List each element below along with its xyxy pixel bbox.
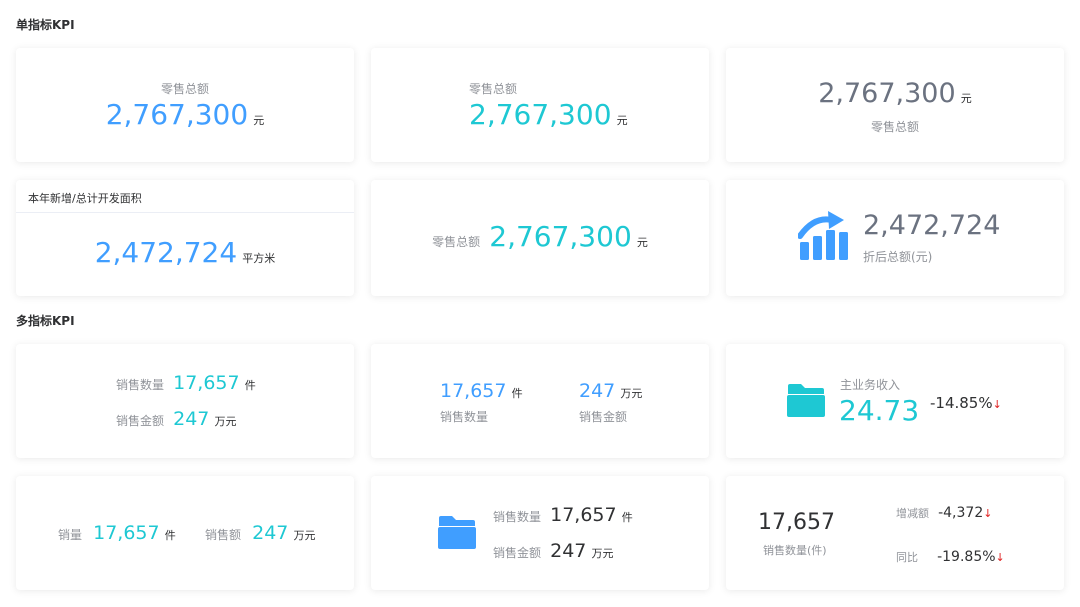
kpi-unit: 件 xyxy=(511,387,523,400)
kpi-unit: 件 xyxy=(164,529,176,542)
kpi-value: 17,657 xyxy=(173,372,240,394)
kpi-label: 零售总额 xyxy=(432,235,481,249)
down-arrow-icon: ↓ xyxy=(992,398,1002,411)
kpi-row-diff: 增减额 -4,372↓ xyxy=(896,502,992,521)
kpi-label: 折后总额(元) xyxy=(863,250,933,264)
kpi-unit: 件 xyxy=(244,379,256,392)
down-arrow-icon: ↓ xyxy=(995,551,1005,564)
kpi-card-revenue[interactable]: 主业务收入 24.73 -14.85%↓ xyxy=(726,344,1064,458)
kpi-row-quantity: 销售数量 17,657 件 xyxy=(116,372,256,394)
kpi-value: 2,767,300 xyxy=(469,98,612,131)
kpi-unit: 万元 xyxy=(214,415,237,428)
kpi-card-area[interactable]: 本年新增/总计开发面积 2,472,724 平方米 xyxy=(16,180,354,296)
change-value: -14.85% xyxy=(930,394,993,412)
section-title-single: 单指标KPI xyxy=(16,18,75,32)
kpi-value: 24.73 xyxy=(839,394,920,427)
kpi-card-retail-1[interactable]: 零售总额 2,767,300 元 xyxy=(16,48,354,162)
header-divider xyxy=(16,212,354,213)
kpi-label: 零售总额 xyxy=(160,82,209,96)
kpi-card-sales-3[interactable]: 销量 17,657 件 销售额 247 万元 xyxy=(16,476,354,590)
kpi-label: 销售数量 xyxy=(493,510,542,524)
kpi-label: 销售金额 xyxy=(579,410,628,424)
kpi-unit: 元 xyxy=(960,92,972,105)
kpi-label: 销售额 xyxy=(205,528,242,542)
kpi-row-amount: 销售金额 247 万元 xyxy=(493,540,613,562)
kpi-value: 2,767,300 xyxy=(818,78,956,109)
kpi-label: 销量 xyxy=(58,528,83,542)
kpi-label: 主业务收入 xyxy=(840,378,901,392)
kpi-label: 销售数量(件) xyxy=(763,544,827,557)
kpi-unit: 元 xyxy=(616,114,628,127)
kpi-value: 2,767,300 xyxy=(489,220,632,253)
kpi-unit: 平方米 xyxy=(242,252,276,265)
kpi-label: 销售金额 xyxy=(493,546,542,560)
kpi-value-row: 零售总额 2,767,300 元 xyxy=(371,220,709,253)
kpi-card-discount[interactable]: 2,472,724 折后总额(元) xyxy=(726,180,1064,296)
down-arrow-icon: ↓ xyxy=(983,507,993,520)
kpi-label: 增减额 xyxy=(896,507,929,520)
kpi-card-sales-2[interactable]: 17,657 件 销售数量 247 万元 销售金额 xyxy=(371,344,709,458)
kpi-inline-amount: 销售额 247 万元 xyxy=(205,522,315,544)
folder-icon xyxy=(786,382,826,422)
kpi-value: 17,657 xyxy=(758,510,835,535)
kpi-value-row: 2,767,300 元 xyxy=(726,78,1064,109)
folder-icon xyxy=(437,514,477,554)
kpi-change: -14.85%↓ xyxy=(930,394,1002,412)
kpi-row-amount: 销售金额 247 万元 xyxy=(116,408,236,430)
kpi-value: 247 xyxy=(550,540,587,562)
kpi-label: 销售金额 xyxy=(116,414,165,428)
kpi-label: 销售数量 xyxy=(440,410,489,424)
kpi-row-yoy: 同比 -19.85%↓ xyxy=(896,546,1005,565)
kpi-value-row: 2,767,300 元 xyxy=(469,98,628,131)
kpi-block-quantity: 17,657 件 xyxy=(440,380,523,402)
kpi-value: 17,657 xyxy=(550,504,617,526)
kpi-value: 247 xyxy=(173,408,210,430)
kpi-label: 销售数量 xyxy=(116,378,165,392)
kpi-unit: 件 xyxy=(621,511,633,524)
kpi-inline-quantity: 销量 17,657 件 xyxy=(58,522,176,544)
kpi-card-change[interactable]: 17,657 销售数量(件) 增减额 -4,372↓ 同比 -19.85%↓ xyxy=(726,476,1064,590)
kpi-label: 同比 xyxy=(896,551,918,564)
section-title-multi: 多指标KPI xyxy=(16,314,75,328)
kpi-unit: 万元 xyxy=(591,547,614,560)
kpi-value: 17,657 xyxy=(93,522,160,544)
kpi-unit: 万元 xyxy=(620,387,643,400)
kpi-unit: 元 xyxy=(253,114,265,127)
kpi-label: 零售总额 xyxy=(469,82,518,96)
kpi-unit: 元 xyxy=(636,236,648,249)
kpi-label: 零售总额 xyxy=(870,120,919,134)
kpi-value: -19.85% xyxy=(937,549,996,565)
kpi-value: 2,767,300 xyxy=(105,98,249,131)
growth-chart-icon xyxy=(797,210,850,266)
kpi-card-retail-2[interactable]: 零售总额 2,767,300 元 xyxy=(371,48,709,162)
kpi-row-quantity: 销售数量 17,657 件 xyxy=(493,504,633,526)
kpi-value: 247 xyxy=(579,380,616,402)
card-header: 本年新增/总计开发面积 xyxy=(28,192,142,205)
kpi-value: 2,472,724 xyxy=(863,210,1001,241)
kpi-unit: 万元 xyxy=(293,529,316,542)
kpi-value: 247 xyxy=(252,522,289,544)
kpi-value-row: 2,767,300 元 xyxy=(16,98,354,131)
kpi-value: 17,657 xyxy=(440,380,507,402)
kpi-value: -4,372 xyxy=(938,505,984,521)
kpi-value: 2,472,724 xyxy=(94,236,238,269)
kpi-card-retail-4[interactable]: 零售总额 2,767,300 元 xyxy=(371,180,709,296)
kpi-card-sales-1[interactable]: 销售数量 17,657 件 销售金额 247 万元 xyxy=(16,344,354,458)
kpi-card-sales-4[interactable]: 销售数量 17,657 件 销售金额 247 万元 xyxy=(371,476,709,590)
kpi-card-retail-3[interactable]: 2,767,300 元 零售总额 xyxy=(726,48,1064,162)
kpi-value-row: 2,472,724 平方米 xyxy=(16,236,354,269)
kpi-block-amount: 247 万元 xyxy=(579,380,642,402)
